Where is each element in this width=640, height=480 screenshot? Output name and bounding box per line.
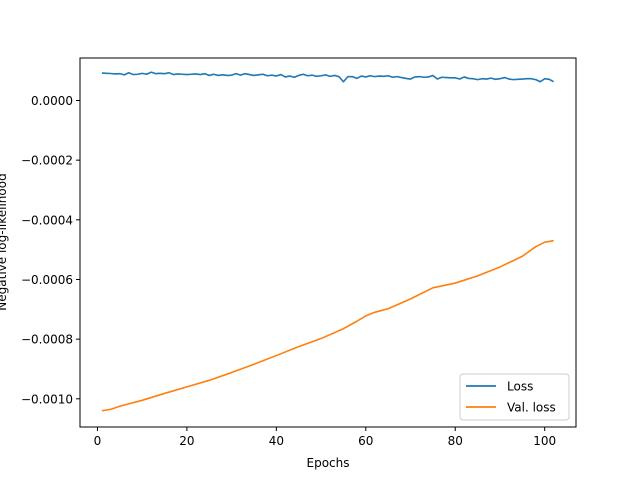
y-tick-label: −0.0010 — [21, 392, 73, 406]
x-tick-label: 40 — [269, 434, 284, 448]
y-tick-label: 0.0000 — [31, 94, 73, 108]
plot-area — [80, 58, 576, 427]
x-tick-label: 100 — [533, 434, 556, 448]
y-axis-ticks: −0.0010 −0.0008 −0.0006 −0.0004 −0.0002 0.000… — [21, 94, 80, 406]
series-line-loss — [101, 71, 555, 83]
series-layer — [101, 71, 555, 412]
x-tick-label: 80 — [448, 434, 463, 448]
series-line-val-loss — [101, 239, 554, 412]
x-axis-ticks: 0 20 40 60 80 100 — [94, 427, 556, 448]
y-tick-label: −0.0008 — [21, 333, 73, 347]
plot-frame — [79, 57, 577, 428]
y-axis-title: Negative log-likelihood — [0, 173, 9, 310]
y-tick-label: −0.0002 — [21, 154, 73, 168]
y-tick-label: −0.0006 — [21, 273, 73, 287]
legend-label-val-loss: Val. loss — [507, 401, 556, 415]
x-tick-label: 0 — [94, 434, 102, 448]
legend-label-loss: Loss — [507, 380, 533, 394]
x-tick-label: 60 — [358, 434, 373, 448]
x-tick-label: 20 — [179, 434, 194, 448]
y-tick-label: −0.0004 — [21, 213, 73, 227]
legend: Loss Val. loss — [459, 373, 570, 421]
x-axis-title: Epochs — [307, 456, 350, 470]
